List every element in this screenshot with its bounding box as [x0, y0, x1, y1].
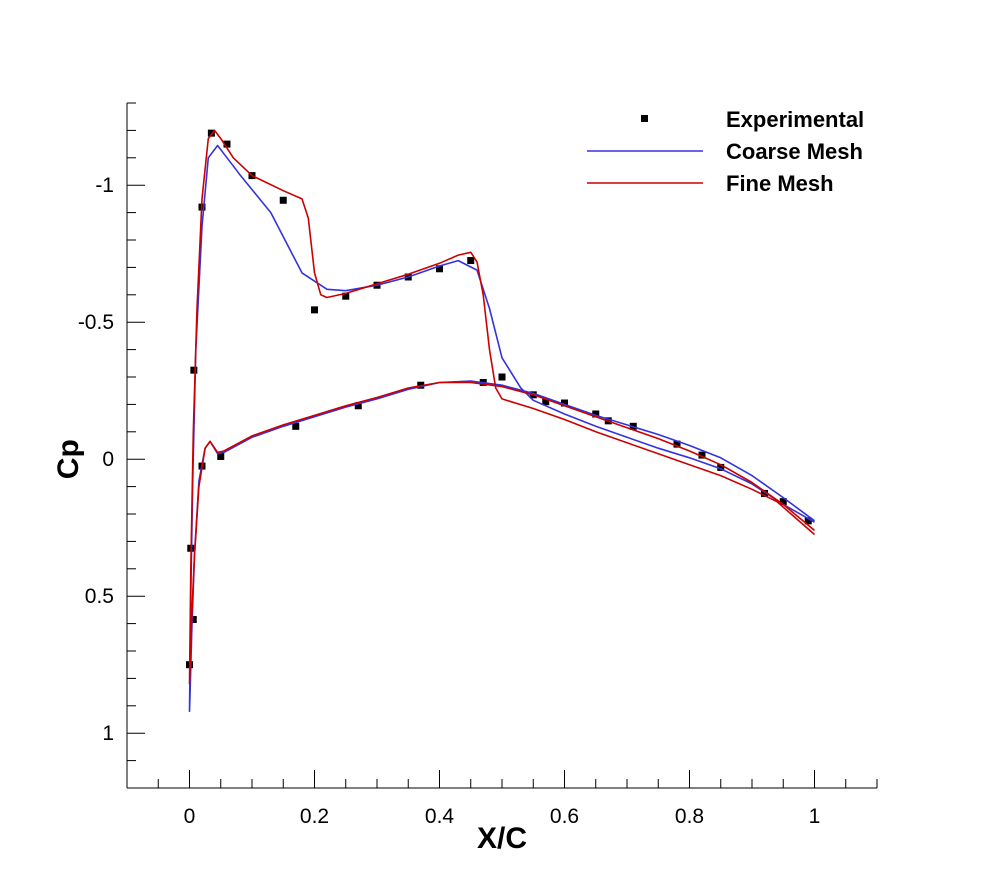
experimental-point — [436, 265, 443, 273]
experimental-point — [189, 615, 197, 623]
legend-fine-mesh-label: Fine Mesh — [726, 171, 834, 196]
y-axis-ticks: -1 -0.5 0 0.5 1 — [78, 102, 145, 789]
x-tick-label: 0.8 — [675, 805, 704, 828]
experimental-point — [342, 292, 350, 300]
experimental-point — [717, 463, 725, 471]
experimental-point — [190, 366, 198, 374]
experimental-point — [354, 402, 362, 410]
legend-experimental-swatch — [641, 115, 648, 122]
fine-mesh-line — [188, 129, 816, 685]
experimental-point — [804, 517, 812, 525]
experimental-point — [592, 410, 600, 418]
experimental-point — [207, 129, 215, 137]
plot-series — [186, 129, 816, 713]
experimental-point — [561, 399, 568, 407]
x-tick-label: 1 — [809, 805, 821, 828]
experimental-point — [223, 140, 231, 148]
y-tick-label: 0.5 — [85, 585, 114, 608]
legend-experimental-label: Experimental — [726, 107, 864, 132]
experimental-point — [279, 196, 287, 204]
experimental-point — [292, 422, 300, 430]
x-tick-label: 0.4 — [425, 805, 455, 828]
experimental-point — [217, 452, 225, 460]
experimental-point — [467, 257, 475, 265]
experimental-point — [779, 498, 787, 506]
x-tick-label: 0.6 — [550, 805, 579, 828]
x-axis-ticks: 0 0.2 0.4 0.6 0.8 1 — [126, 770, 878, 828]
experimental-point — [542, 398, 550, 406]
x-axis-label: X/C — [477, 822, 527, 855]
x-tick-label: 0.2 — [300, 805, 329, 828]
experimental-point — [698, 451, 706, 459]
experimental-point — [498, 373, 506, 381]
y-axis-label: Cp — [52, 439, 85, 479]
y-tick-label: -1 — [95, 174, 114, 197]
x-tick-label: 0 — [184, 805, 196, 828]
y-tick-label: 1 — [102, 722, 114, 745]
legend-coarse-mesh-label: Coarse Mesh — [726, 139, 863, 164]
experimental-point — [673, 440, 681, 448]
legend: Experimental Coarse Mesh Fine Mesh — [587, 107, 864, 196]
y-tick-label: -0.5 — [78, 311, 114, 334]
experimental-point — [311, 306, 318, 314]
experimental-point — [761, 489, 768, 497]
y-tick-label: 0 — [102, 448, 114, 471]
